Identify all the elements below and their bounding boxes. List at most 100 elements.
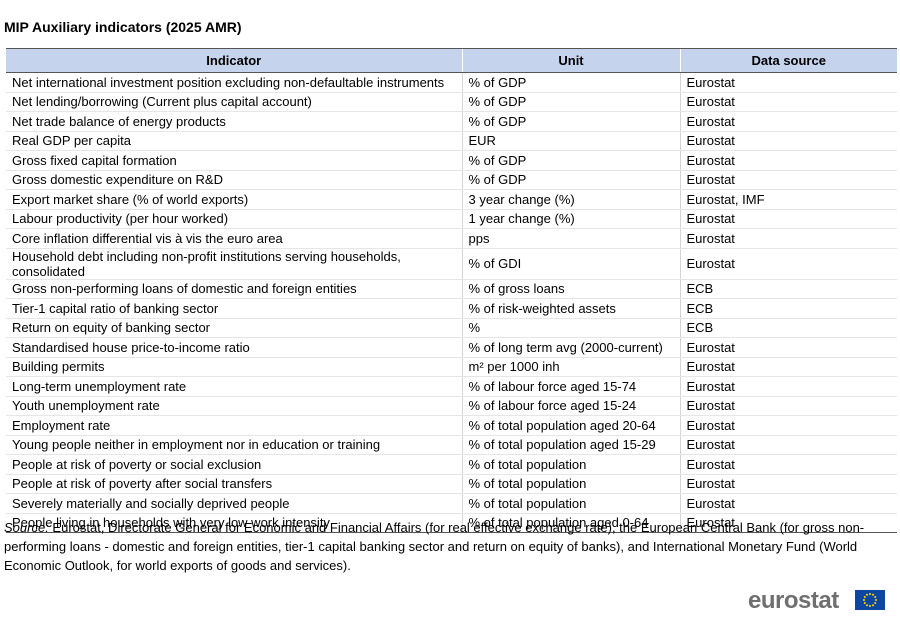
table-cell: Core inflation differential vis à vis th… — [6, 228, 462, 249]
table-row: Export market share (% of world exports)… — [6, 189, 897, 210]
table-cell: Net trade balance of energy products — [6, 111, 462, 132]
table-cell: pps — [461, 228, 680, 249]
table-cell: % of total population — [461, 493, 680, 514]
table-cell: Eurostat — [679, 513, 897, 533]
table-row: People at risk of poverty or social excl… — [6, 454, 897, 475]
table-row: People living in households with very lo… — [6, 513, 897, 533]
table-cell: Eurostat — [679, 150, 897, 171]
table-row: Youth unemployment rate% of labour force… — [6, 396, 897, 416]
table-cell: Eurostat — [679, 131, 897, 151]
table-cell: Gross fixed capital formation — [6, 150, 462, 171]
table-cell: Eurostat — [679, 454, 897, 475]
column-header: Unit — [461, 48, 680, 73]
table-cell: Standardised house price-to-income ratio — [6, 337, 462, 358]
source-note: Source: Eurostat, Directorate General fo… — [4, 518, 894, 575]
table-cell: Eurostat — [679, 248, 897, 280]
table-cell: % of GDP — [461, 150, 680, 171]
table-cell: % of GDP — [461, 72, 680, 93]
table-cell: Youth unemployment rate — [6, 396, 462, 416]
table-cell: % of total population aged 15-29 — [461, 435, 680, 455]
source-text: Eurostat, Directorate General for Econom… — [4, 520, 865, 573]
table-row: Gross fixed capital formation% of GDP Eur… — [6, 150, 897, 171]
table-row: Labour productivity (per hour worked) 1 y… — [6, 209, 897, 229]
table-row: Core inflation differential vis à vis th… — [6, 228, 897, 249]
logo-text: eurostat — [748, 587, 839, 614]
table-row: Net trade balance of energy products% of… — [6, 111, 897, 132]
table-cell: Eurostat — [679, 415, 897, 436]
table-row: Net international investment position ex… — [6, 72, 897, 93]
table-cell: ECB — [679, 318, 897, 338]
table-row: Household debt including non-profit inst… — [6, 248, 897, 280]
table-cell: Eurostat — [679, 493, 897, 514]
column-header: Data source — [679, 48, 897, 73]
table-cell: Eurostat — [679, 435, 897, 455]
table-cell: Labour productivity (per hour worked) — [6, 209, 462, 229]
table-cell: Eurostat — [679, 92, 897, 112]
title: MIP Auxiliary indicators (2025 AMR) — [4, 19, 242, 35]
table-body: Net international investment position ex… — [6, 72, 897, 533]
source-label: Source: — [4, 520, 49, 535]
table-cell: Gross domestic expenditure on R&D — [6, 170, 462, 190]
column-header: Indicator — [6, 48, 462, 73]
table-row: Real GDP per capita EUR Eurostat — [6, 131, 897, 151]
table-cell: % of GDP — [461, 170, 680, 190]
table-cell: Eurostat — [679, 474, 897, 494]
table-cell: % — [461, 318, 680, 338]
table-cell: % of risk-weighted assets — [461, 298, 680, 319]
table-cell: Eurostat — [679, 170, 897, 190]
table-cell: Young people neither in employment nor i… — [6, 435, 462, 455]
table-cell: Eurostat — [679, 337, 897, 358]
table-row: Gross domestic expenditure on R&D% of GD… — [6, 170, 897, 190]
table-cell: % of labour force aged 15-74 — [461, 376, 680, 397]
table-row: Return on equity of banking sector% ECB — [6, 318, 897, 338]
table-row: Net lending/borrowing (Current plus capi… — [6, 92, 897, 112]
table-cell: 3 year change (%) — [461, 189, 680, 210]
table-cell: Net international investment position ex… — [6, 72, 462, 93]
table-cell: % of GDP — [461, 92, 680, 112]
table-row: Employment rate% of total population age… — [6, 415, 897, 436]
table-row: Tier-1 capital ratio of banking sector% … — [6, 298, 897, 319]
table-cell: Eurostat, IMF — [679, 189, 897, 210]
table-row: Gross non-performing loans of domestic a… — [6, 279, 897, 299]
table-cell: % of GDP — [461, 111, 680, 132]
table-cell: Eurostat — [679, 376, 897, 397]
table-cell: Eurostat — [679, 396, 897, 416]
table-cell: 1 year change (%) — [461, 209, 680, 229]
table-cell: Export market share (% of world exports) — [6, 189, 462, 210]
table-row: Standardised house price-to-income ratio… — [6, 337, 897, 358]
table-row: Building permits m² per 1000 inh Eurostat — [6, 357, 897, 377]
table-cell: People living in households with very lo… — [6, 513, 462, 533]
eu-flag — [855, 590, 885, 610]
table-cell: % of long term avg (2000-current) — [461, 337, 680, 358]
table-row: Young people neither in employment nor i… — [6, 435, 897, 455]
table-cell: EUR — [461, 131, 680, 151]
table-cell: m² per 1000 inh — [461, 357, 680, 377]
table-cell: Eurostat — [679, 357, 897, 377]
table-cell: Long-term unemployment rate — [6, 376, 462, 397]
table-cell: Severely materially and socially deprive… — [6, 493, 462, 514]
table-cell: People at risk of poverty after social t… — [6, 474, 462, 494]
table-cell: % of total population aged 0-64 — [461, 513, 680, 533]
table-cell: People at risk of poverty or social excl… — [6, 454, 462, 475]
table-cell: Eurostat — [679, 228, 897, 249]
table-cell: Gross non-performing loans of domestic a… — [6, 279, 462, 299]
table-cell: ECB — [679, 279, 897, 299]
table-row: People at risk of poverty after social t… — [6, 474, 897, 494]
table-cell: Building permits — [6, 357, 462, 377]
header-row: Indicator Unit Data source — [6, 48, 897, 73]
table-cell: % of labour force aged 15-24 — [461, 396, 680, 416]
table-cell: Eurostat — [679, 209, 897, 229]
indicator-table: Indicator Unit Data source Net internation… — [6, 48, 897, 533]
table-cell: % of total population — [461, 454, 680, 475]
table-cell: Eurostat — [679, 72, 897, 93]
table-cell: % of GDI — [461, 248, 680, 280]
table-cell: Real GDP per capita — [6, 131, 462, 151]
table-cell: Employment rate — [6, 415, 462, 436]
table-cell: % of total population — [461, 474, 680, 494]
table-row: Long-term unemployment rate% of labour f… — [6, 376, 897, 397]
table-cell: Net lending/borrowing (Current plus capi… — [6, 92, 462, 112]
table-cell: Eurostat — [679, 111, 897, 132]
table-cell: Tier-1 capital ratio of banking sector — [6, 298, 462, 319]
table-cell: Household debt including non-profit inst… — [6, 248, 462, 280]
